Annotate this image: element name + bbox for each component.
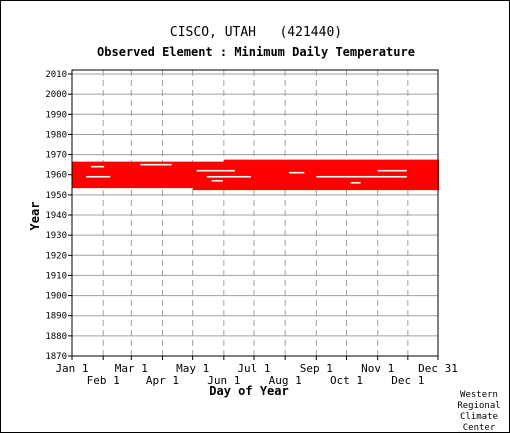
credit-line: Climate [460, 412, 498, 422]
x-tick-label: May 1 [176, 362, 209, 375]
credit-line: Center [462, 423, 496, 433]
y-tick-label: 2010 [45, 70, 67, 80]
chart-subtitle: Observed Element : Minimum Daily Tempera… [97, 45, 415, 59]
missing-gap [316, 175, 407, 178]
x-tick-label: Oct 1 [330, 374, 363, 387]
x-tick-label: Dec 1 [391, 374, 424, 387]
y-axis-label: Year [28, 201, 42, 231]
credit-line: Western [460, 390, 498, 400]
x-axis-label: Day of Year [209, 384, 289, 398]
y-tick-label: 1870 [45, 352, 67, 362]
missing-gap [206, 175, 251, 178]
x-tick-label: Sep 1 [300, 362, 333, 375]
y-tick-label: 1940 [45, 211, 67, 221]
x-tick-label: Dec 31 [418, 362, 458, 375]
chart-title: CISCO, UTAH (421440) [169, 25, 343, 40]
y-tick-label: 1910 [45, 271, 67, 281]
plot-area [72, 70, 438, 356]
missing-gap [350, 181, 361, 184]
missing-gap [377, 169, 407, 172]
plot-frame [71, 69, 439, 357]
y-tick-label: 1890 [45, 312, 67, 322]
credit-line: Regional [457, 401, 501, 411]
data-row-1954 [72, 185, 439, 189]
data-row-1961 [72, 171, 439, 175]
data-row-1964 [72, 165, 439, 168]
data-row-1955 [72, 183, 439, 187]
missing-gap [289, 171, 305, 174]
y-tick-label: 1970 [45, 151, 67, 161]
x-tick-label: Nov 1 [361, 362, 394, 375]
data-row-1956 [72, 181, 439, 185]
missing-gap [91, 165, 105, 168]
y-tick-label: 1980 [45, 130, 67, 140]
wrcc-credit: Western Regional Climate Center [451, 390, 507, 433]
data-row-1962 [72, 169, 439, 173]
y-tick-label: 1930 [45, 231, 67, 241]
x-tick-label: Jul 1 [237, 362, 270, 375]
y-tick-label: 1990 [45, 110, 67, 120]
y-tick-label: 2000 [45, 90, 67, 100]
x-tick-label: Aug 1 [269, 374, 302, 387]
data-row-1958 [72, 177, 439, 181]
y-tick-label: 1950 [45, 191, 67, 201]
x-tick-label: Apr 1 [146, 374, 179, 387]
x-tick-label: Jan 1 [55, 362, 88, 375]
missing-gap [86, 175, 111, 178]
y-tick-label: 1920 [45, 251, 67, 261]
data-row-1957 [72, 179, 439, 183]
data-row-1960 [72, 173, 439, 177]
data-row-1959 [72, 175, 439, 179]
x-tick-label: Feb 1 [87, 374, 120, 387]
data-row-1966 [72, 161, 439, 164]
missing-gap [140, 163, 172, 166]
data-row-1963 [72, 167, 439, 170]
y-tick-label: 1960 [45, 171, 67, 181]
data-row-1967 [223, 159, 439, 162]
y-tick-label: 1880 [45, 332, 67, 342]
missing-gap [211, 179, 223, 182]
x-tick-label: Mar 1 [115, 362, 148, 375]
x-tick-label: Jun 1 [207, 374, 240, 387]
missing-gap [196, 169, 235, 172]
data-row-1953 [192, 187, 439, 191]
y-tick-label: 1900 [45, 292, 67, 302]
data-row-1965 [72, 163, 439, 166]
